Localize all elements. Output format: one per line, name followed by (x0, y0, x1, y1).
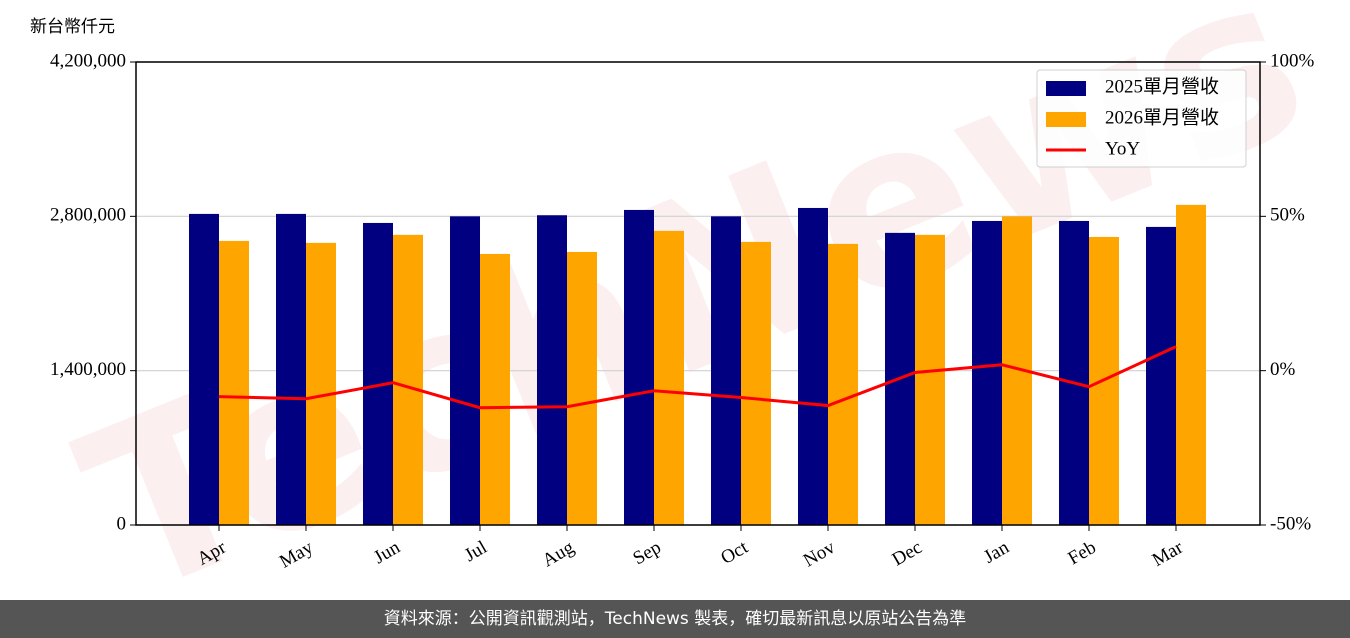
y2-tick-label: 50% (1270, 205, 1305, 226)
line (218, 345, 1177, 410)
y-tick-label: 0 (117, 513, 127, 534)
x-tick-label: Jan (980, 537, 1013, 568)
x-tick-label: Aug (539, 537, 578, 572)
y2-tick-label: -50% (1270, 513, 1311, 534)
bar (306, 242, 336, 526)
bar (363, 222, 393, 525)
bar (828, 243, 858, 525)
bar (741, 241, 771, 525)
y-tick-label: 1,400,000 (50, 359, 126, 380)
bar (1146, 226, 1176, 525)
bar (219, 240, 249, 525)
bar (711, 216, 741, 526)
legend-swatch (1046, 81, 1086, 96)
bar (1176, 204, 1206, 525)
bar (798, 207, 828, 525)
legend-label: YoY (1105, 138, 1140, 159)
legend-label: 2025單月營收 (1105, 75, 1219, 97)
bar (480, 253, 510, 525)
x-tick-label: Dec (889, 537, 926, 570)
y-tick-label: 2,800,000 (50, 205, 126, 226)
bar (567, 251, 597, 525)
y-axis-label: 新台幣仟元 (30, 17, 115, 37)
legend-box (1036, 69, 1247, 168)
legend-label: 2026單月營收 (1105, 106, 1219, 128)
footer: 資料來源：公開資訊觀測站，TechNews 製表，確切最新訊息以原站公告為準 (384, 609, 966, 629)
bar (654, 230, 684, 525)
x-tick-label: Jul (461, 537, 491, 566)
x-tick-label: Sep (629, 537, 664, 569)
bar (276, 213, 306, 526)
bar (450, 216, 480, 526)
x-tick-label: Oct (717, 537, 752, 569)
footer-bar (0, 600, 1350, 638)
bar (624, 209, 654, 526)
plot-frame (135, 61, 1261, 526)
bar (1059, 220, 1089, 526)
y2-tick-label: 0% (1270, 359, 1296, 380)
bar (972, 220, 1002, 526)
x-tick-label: Feb (1064, 537, 1099, 569)
x-tick-label: Nov (800, 537, 839, 572)
x-tick-label: Mar (1149, 537, 1187, 571)
bar (189, 213, 219, 526)
bar (393, 234, 423, 525)
bar (537, 215, 567, 525)
y-tick-label: 4,200,000 (50, 50, 126, 71)
legend-swatch (1046, 112, 1086, 127)
bar (915, 234, 945, 525)
y2-tick-label: 100% (1270, 50, 1315, 71)
